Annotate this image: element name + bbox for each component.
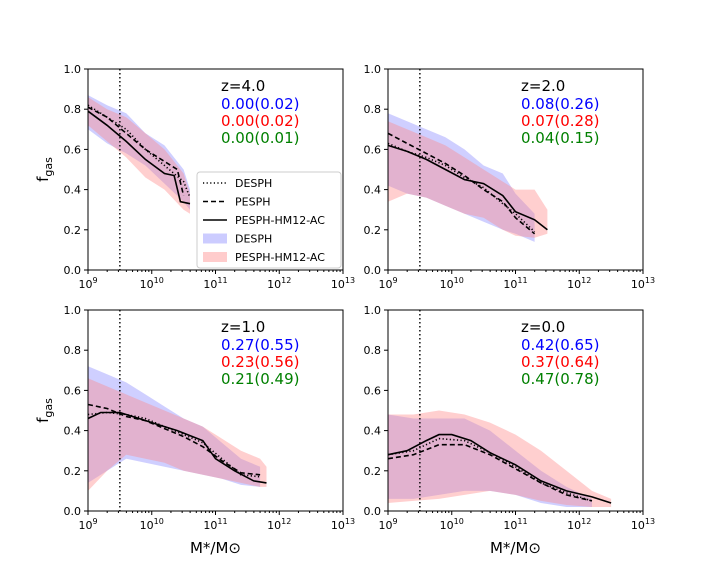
- x-axis-label: M*/M⊙: [490, 539, 541, 557]
- y-tick-label: 0.4: [364, 425, 382, 438]
- x-tick-label: 109: [78, 276, 97, 291]
- y-tick-label: 0.4: [364, 184, 382, 197]
- legend-label: PESPH-HM12-AC: [235, 251, 325, 264]
- y-tick-label: 0.4: [64, 425, 82, 438]
- line-pesph: [387, 132, 536, 235]
- line-desph: [387, 142, 536, 233]
- x-tick-label: 109: [378, 276, 397, 291]
- legend-box: [196, 171, 342, 269]
- y-tick-label: 0.6: [364, 384, 382, 397]
- line-pesph-hm12-ac: [87, 110, 191, 205]
- y-tick-label: 0.4: [64, 184, 82, 197]
- x-tick-label: 1011: [503, 517, 527, 532]
- x-tick-label: 1013: [331, 276, 355, 291]
- y-tick-label: 0.8: [64, 344, 82, 357]
- stat-value: 0.37(0.64): [521, 353, 600, 371]
- legend: DESPH PESPH PESPH-HM12-AC DESPH PESPH-HM12-A…: [196, 171, 342, 269]
- line-desph: [87, 104, 191, 198]
- redshift-label: z=2.0: [521, 77, 565, 95]
- y-tick-label: 1.0: [64, 63, 82, 76]
- x-tick-label: 1012: [567, 276, 591, 291]
- x-tick-label: 1012: [267, 517, 291, 532]
- panel-z4: 109 1010 1011 1012 1013 0.0 0.2 0.4 0.6 0.8 1.0 fga…: [34, 63, 355, 291]
- stat-value: 0.07(0.28): [521, 112, 600, 130]
- redshift-label: z=1.0: [221, 318, 265, 336]
- y-tick-label: 0.6: [64, 384, 82, 397]
- stat-value: 0.04(0.15): [521, 129, 600, 147]
- legend-label: PESPH-HM12-AC: [235, 214, 325, 227]
- x-axis-label: M*/M⊙: [190, 539, 241, 557]
- redshift-label: z=4.0: [221, 77, 265, 95]
- y-tick-label: 1.0: [364, 304, 382, 317]
- x-tick-label: 1013: [631, 276, 655, 291]
- x-tick-label: 1010: [140, 517, 164, 532]
- x-tick-label: 1011: [203, 517, 227, 532]
- y-tick-label: 0.0: [64, 264, 82, 277]
- legend-label: DESPH: [235, 177, 272, 190]
- x-tick-label: 1011: [203, 276, 227, 291]
- legend-patch-swatch: [203, 252, 227, 262]
- x-tick-label: 1010: [140, 276, 164, 291]
- x-tick-label: 1013: [631, 517, 655, 532]
- line-pesph-hm12-ac: [87, 411, 267, 484]
- y-tick-label: 0.2: [64, 224, 82, 237]
- legend-label: PESPH: [235, 196, 270, 209]
- x-tick-label: 1013: [331, 517, 355, 532]
- y-axis-label: fgas: [34, 157, 55, 182]
- y-tick-label: 0.2: [364, 465, 382, 478]
- y-tick-label: 0.6: [364, 143, 382, 156]
- panel-z2: 109 1010 1011 1012 1013 0.0 0.2 0.4 0.6 0.8 1.0 z=2…: [364, 63, 656, 291]
- y-tick-label: 0.0: [364, 505, 382, 518]
- legend-patch-swatch: [203, 233, 227, 244]
- stat-value: 0.21(0.49): [221, 370, 300, 388]
- stat-value: 0.42(0.65): [521, 336, 600, 354]
- y-tick-label: 0.6: [64, 143, 82, 156]
- x-tick-label: 1010: [440, 517, 464, 532]
- y-tick-label: 0.2: [64, 465, 82, 478]
- y-tick-label: 0.8: [364, 103, 382, 116]
- line-desph: [87, 411, 261, 478]
- y-tick-label: 0.2: [364, 224, 382, 237]
- stat-value: 0.00(0.02): [221, 95, 300, 113]
- y-tick-label: 0.0: [364, 264, 382, 277]
- line-pesph: [87, 403, 261, 476]
- redshift-label: z=0.0: [521, 318, 565, 336]
- stat-value: 0.08(0.26): [521, 95, 600, 113]
- x-tick-label: 1010: [440, 276, 464, 291]
- legend-label: DESPH: [235, 233, 272, 246]
- y-tick-label: 1.0: [64, 304, 82, 317]
- stat-value: 0.47(0.78): [521, 370, 600, 388]
- x-tick-label: 1011: [503, 276, 527, 291]
- y-tick-label: 0.8: [64, 103, 82, 116]
- x-tick-label: 1012: [567, 517, 591, 532]
- stat-value: 0.23(0.56): [221, 353, 300, 371]
- band-desph: [388, 414, 592, 507]
- line-pesph-hm12-ac: [387, 433, 612, 504]
- line-pesph: [387, 443, 593, 502]
- y-tick-label: 0.8: [364, 344, 382, 357]
- band-pesph-hm12-ac: [88, 97, 190, 214]
- line-pesph-hm12-ac: [387, 144, 548, 231]
- stat-value: 0.00(0.01): [221, 129, 300, 147]
- panel-z1: 109 1010 1011 1012 1013 0.0 0.2 0.4 0.6 0.8 1.0 fga…: [34, 304, 355, 557]
- y-tick-label: 0.0: [64, 505, 82, 518]
- y-axis-label: fgas: [34, 398, 55, 423]
- panel-z0: 109 1010 1011 1012 1013 0.0 0.2 0.4 0.6 0.8 1.0 M*/…: [364, 304, 656, 557]
- stat-value: 0.00(0.02): [221, 112, 300, 130]
- x-tick-label: 109: [78, 517, 97, 532]
- x-tick-label: 1012: [267, 276, 291, 291]
- x-tick-label: 109: [378, 517, 397, 532]
- stat-value: 0.27(0.55): [221, 336, 300, 354]
- y-tick-label: 1.0: [364, 63, 382, 76]
